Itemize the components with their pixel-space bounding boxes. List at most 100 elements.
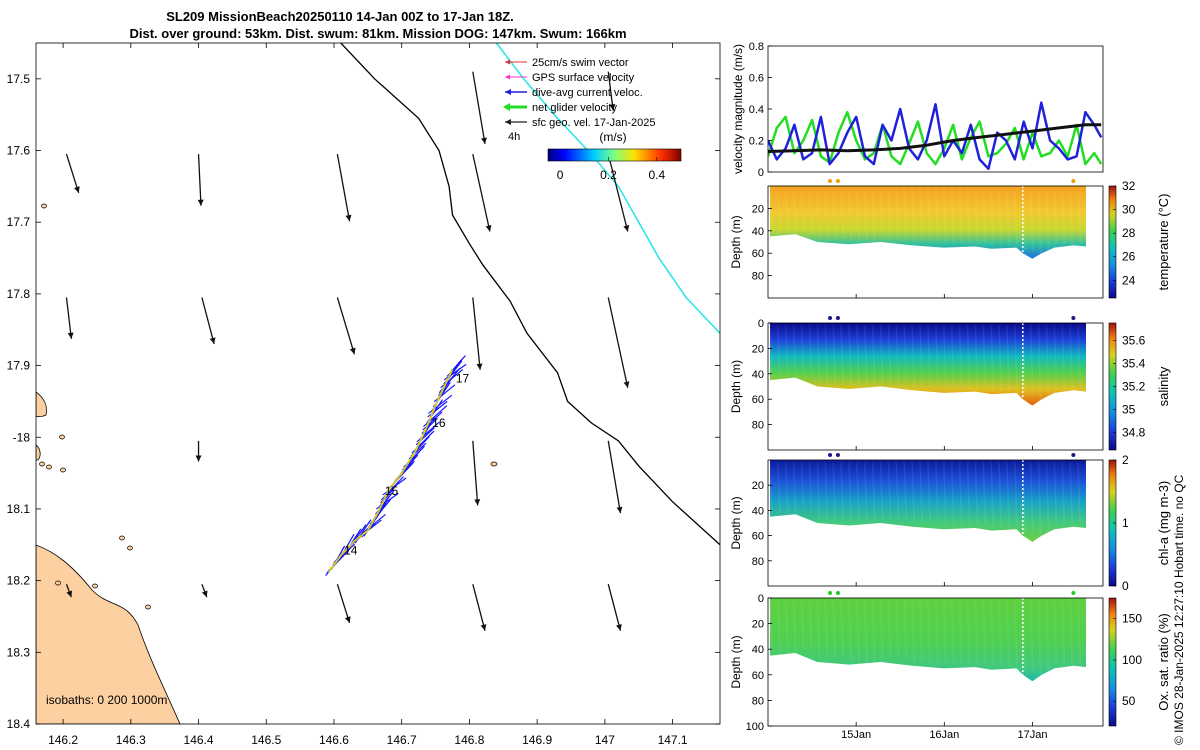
x-tick-label: 146.2 [48, 733, 78, 747]
section-texture [871, 188, 876, 241]
y-tick-label: 80 [752, 271, 764, 283]
section-texture [1045, 462, 1050, 532]
geo-velocity-vector [65, 297, 74, 339]
section-texture [1077, 325, 1081, 387]
section-texture [935, 462, 939, 524]
section-texture [864, 462, 868, 522]
section-texture [1006, 188, 1010, 246]
geo-velocity-vector [472, 584, 487, 631]
dive-avg-vector [424, 417, 438, 431]
section-texture [1022, 462, 1026, 532]
map-legend: 25cm/s swim vector GPS surface velocity … [503, 57, 682, 182]
islet [127, 545, 133, 551]
legend-dive-arrow-icon [505, 89, 511, 95]
section-texture [927, 325, 931, 387]
vector-head-icon [616, 506, 623, 514]
section-texture [998, 462, 1002, 527]
legend-item-swim-vector: 25cm/s swim vector [505, 57, 629, 69]
colorbar-tick-label: 24 [1122, 273, 1136, 287]
colorbar-tick-label: 0 [557, 168, 564, 182]
colorbar-tick-label: 0.2 [600, 168, 617, 182]
dive-avg-vector [450, 355, 466, 372]
section-texture [1029, 462, 1034, 532]
legend-swim-label: 25cm/s swim vector [532, 57, 629, 69]
geo-velocity-vector [607, 297, 630, 388]
colorbar-tick-label: 34.8 [1122, 426, 1146, 440]
x-tick-label: 146.8 [454, 733, 484, 747]
velocity-ylabel: velocity magnitude (m/s) [731, 44, 745, 174]
section-texture [1069, 462, 1073, 526]
status-dot [828, 179, 833, 183]
section-texture [792, 188, 797, 234]
section-texture [903, 600, 908, 659]
dive-avg-vector [431, 400, 448, 414]
section-texture [887, 600, 892, 659]
section-texture [800, 325, 805, 374]
x-tick-label: 15Jan [841, 729, 871, 741]
y-tick-label: 40 [752, 505, 764, 517]
section-ylabel: Depth (m) [729, 635, 743, 688]
geo-velocity-vector [607, 71, 616, 111]
y-tick-label: 17.7 [7, 215, 31, 229]
section-texture [808, 188, 813, 231]
section-colorbar [1108, 185, 1117, 299]
section-texture [824, 325, 829, 383]
legend-geo-arrow-icon [505, 119, 511, 125]
section-data-fill [770, 460, 1086, 542]
vector-head-icon [66, 590, 73, 598]
section-frame [767, 185, 1104, 299]
geo-velocity-vector [201, 297, 216, 345]
section-texture [943, 462, 947, 526]
legend-net-arrow-icon [503, 103, 510, 111]
vector-shaft [201, 297, 215, 345]
section-texture [800, 600, 805, 650]
vector-head-icon [480, 624, 487, 631]
vector-head-icon [67, 332, 74, 339]
vector-shaft [197, 154, 202, 206]
section-texture [824, 600, 829, 659]
colorbar-tick-label: 0 [1122, 579, 1129, 593]
vector-head-icon [485, 225, 492, 232]
vector-head-icon [476, 363, 483, 370]
status-dot [835, 591, 840, 595]
section-texture [919, 462, 923, 524]
section-texture [935, 325, 939, 387]
geo-velocity-vector [197, 154, 204, 206]
section-texture [895, 325, 900, 383]
section-texture [856, 325, 860, 386]
section-texture [927, 188, 931, 243]
section-texture [911, 325, 915, 387]
section-texture [792, 325, 797, 377]
section-colorbar-label: Ox. sat. ratio (%) [1156, 613, 1171, 711]
y-tick-label: 17.5 [7, 72, 31, 86]
legend-gps-arrow-icon [505, 74, 510, 80]
section-texture [785, 325, 789, 377]
footer-credit: © IMOS 28-Jan-2025 12:27:10 Hobart time.… [1172, 474, 1186, 745]
section-texture [832, 462, 836, 520]
islet [60, 467, 66, 473]
section-ylabel: Depth (m) [729, 215, 743, 268]
x-tick-label: 147 [595, 733, 615, 747]
section-texture [792, 462, 797, 513]
vector-head-icon [345, 214, 352, 222]
vector-shaft [336, 584, 351, 624]
islet [119, 535, 125, 541]
section-texture [895, 188, 900, 239]
dive-avg-vector [369, 514, 386, 528]
status-dot [1071, 316, 1076, 320]
status-dot [835, 453, 840, 457]
section-panel-1: 0 20 40 60 80 Depth (m) 34.8 35 35.2 35.4 35.6 sali… [729, 316, 1171, 451]
map-colorbar-title: (m/s) [599, 130, 626, 144]
section-texture [777, 325, 781, 377]
section-texture [840, 325, 844, 383]
section-texture [856, 600, 860, 661]
section-frame [767, 459, 1104, 587]
dive-avg-vector [438, 384, 456, 399]
section-texture [840, 462, 844, 520]
legend-gps-label: GPS surface velocity [532, 72, 635, 84]
colorbar-tick-label: 100 [1122, 653, 1142, 667]
section-colorbar-label: chl-a (mg m-3) [1156, 481, 1171, 566]
section-texture [943, 600, 947, 665]
velocity-panel: 0 0.2 0.4 0.6 0.8 velocity magnitude (m/s) [731, 41, 1104, 179]
